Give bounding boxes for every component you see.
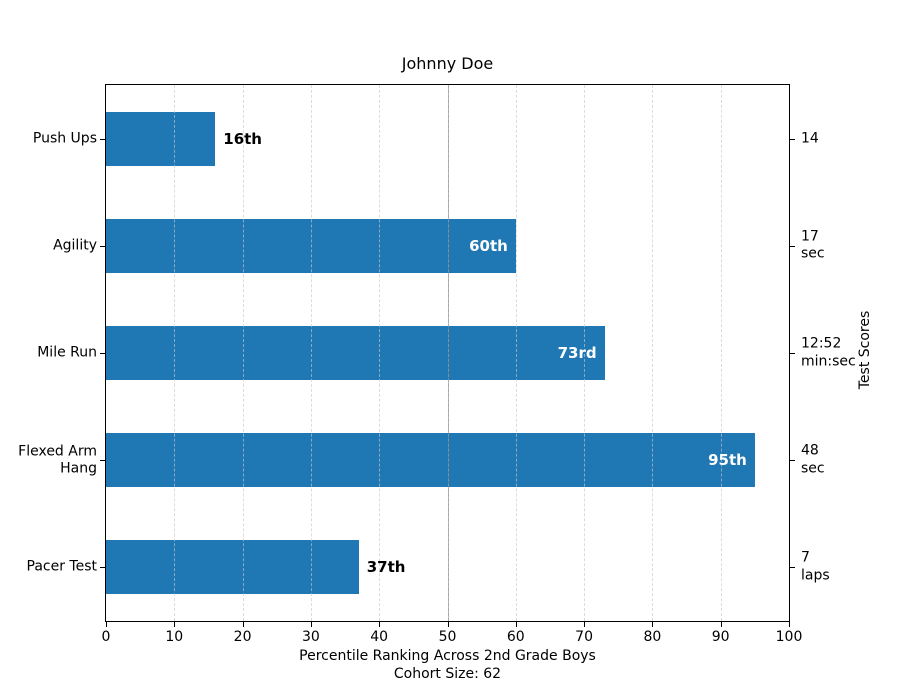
score-tick-mark-push-ups [790, 138, 795, 140]
median-reference-line [447, 85, 449, 621]
x-axis-label: Percentile Ranking Across 2nd Grade Boys [299, 648, 596, 664]
y-tick-label-flexed-arm-hang: Flexed Arm Hang [18, 443, 97, 477]
score-tick-mark-pacer-test [790, 567, 795, 569]
x-tick-mark-60 [515, 622, 517, 627]
x-tick-mark-40 [379, 622, 381, 627]
gridline-20 [242, 85, 244, 621]
x-tick-label-70: 70 [575, 629, 594, 645]
gridline-80 [652, 85, 654, 621]
x-tick-mark-80 [652, 622, 654, 627]
score-label-flexed-arm-hang: 48 sec [801, 442, 825, 477]
bar-pacer-test [106, 540, 359, 595]
y-tick-label-mile-run: Mile Run [37, 344, 97, 361]
bar-value-label-push-ups: 16th [223, 129, 262, 148]
cohort-size-label: Cohort Size: 62 [393, 666, 502, 682]
score-label-mile-run: 12:52 min:sec [801, 335, 856, 370]
x-tick-label-90: 90 [711, 629, 730, 645]
x-tick-mark-100 [789, 622, 790, 627]
y-tick-mark-agility [100, 245, 105, 247]
bar-value-label-agility: 60th [469, 236, 508, 255]
y-tick-mark-mile-run [100, 353, 105, 354]
bar-value-label-pacer-test: 37th [366, 558, 406, 577]
x-tick-label-20: 20 [233, 629, 252, 645]
x-tick-mark-90 [720, 622, 722, 627]
y-tick-mark-pacer-test [100, 567, 105, 569]
x-tick-label-80: 80 [643, 629, 662, 645]
bar-value-label-flexed-arm-hang: 95th [708, 451, 747, 470]
bar-flexed-arm-hang [106, 433, 755, 488]
score-label-push-ups: 14 [801, 129, 819, 146]
y-tick-label-push-ups: Push Ups [32, 130, 97, 147]
x-tick-mark-10 [174, 622, 176, 627]
x-tick-label-50: 50 [438, 629, 457, 645]
x-tick-label-100: 100 [775, 629, 803, 645]
score-tick-mark-flexed-arm-hang [790, 460, 795, 462]
bar-mile-run [106, 326, 605, 380]
x-tick-label-0: 0 [101, 629, 111, 645]
x-tick-mark-30 [310, 622, 312, 627]
bar-push-ups [106, 111, 216, 166]
score-label-agility: 17 sec [801, 228, 825, 262]
plot-area: 16th 60th 73rd 95th 37th [105, 84, 790, 622]
x-tick-mark-70 [584, 622, 586, 627]
x-tick-label-10: 10 [165, 629, 184, 645]
score-tick-mark-agility [790, 245, 795, 247]
x-tick-mark-0 [106, 622, 107, 627]
score-tick-mark-mile-run [790, 353, 795, 354]
x-tick-label-40: 40 [370, 629, 389, 645]
gridline-60 [515, 85, 517, 621]
chart-title: Johnny Doe [401, 54, 494, 73]
score-label-pacer-test: 7 laps [801, 549, 830, 584]
bar-value-label-mile-run: 73rd [557, 344, 597, 362]
y-tick-label-agility: Agility [53, 237, 97, 254]
x-tick-label-60: 60 [506, 629, 525, 645]
gridline-40 [379, 85, 381, 621]
x-tick-mark-50 [447, 622, 449, 627]
x-tick-label-30: 30 [301, 629, 320, 645]
gridline-70 [584, 85, 586, 621]
y-tick-label-pacer-test: Pacer Test [26, 559, 97, 576]
x-tick-mark-20 [242, 622, 244, 627]
gridline-30 [310, 85, 312, 621]
y-tick-mark-flexed-arm-hang [100, 460, 105, 462]
gridline-10 [174, 85, 176, 621]
y-tick-mark-push-ups [100, 138, 105, 140]
right-axis-title: Test Scores [857, 310, 873, 390]
gridline-90 [720, 85, 722, 621]
